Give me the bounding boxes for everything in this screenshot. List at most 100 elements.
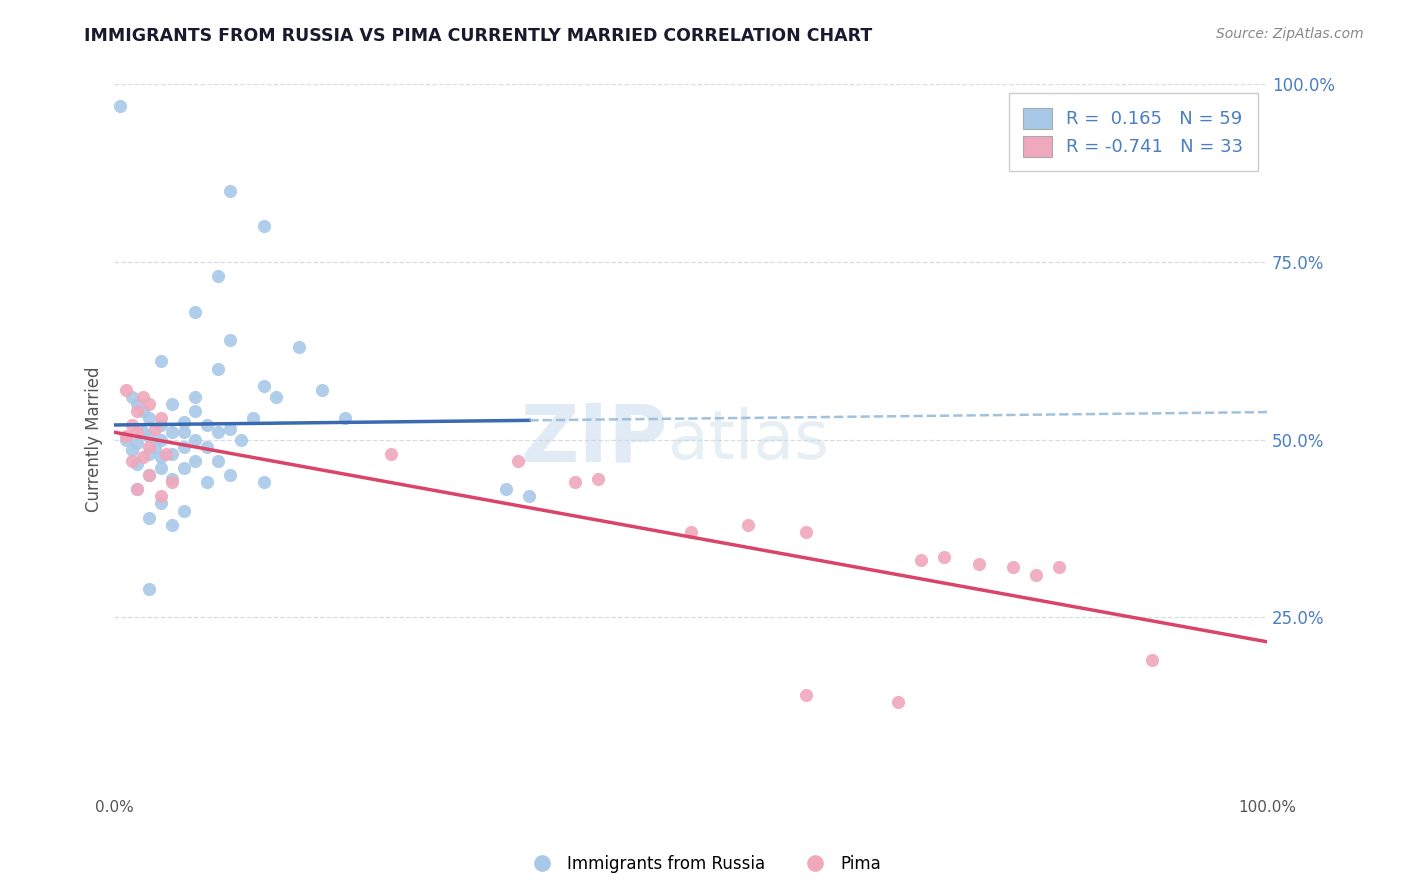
Text: Source: ZipAtlas.com: Source: ZipAtlas.com bbox=[1216, 27, 1364, 41]
Point bbox=[253, 219, 276, 234]
Point bbox=[173, 440, 195, 454]
Point bbox=[218, 422, 240, 436]
Point bbox=[138, 510, 160, 524]
Point bbox=[218, 468, 240, 483]
Point bbox=[288, 340, 311, 354]
Point bbox=[311, 383, 333, 397]
Point bbox=[127, 425, 149, 440]
Point bbox=[794, 688, 817, 702]
Point bbox=[1140, 653, 1163, 667]
Point bbox=[121, 454, 143, 468]
Point bbox=[1002, 560, 1025, 574]
Point bbox=[794, 524, 817, 539]
Point bbox=[138, 447, 160, 461]
Point bbox=[149, 450, 172, 465]
Point bbox=[517, 489, 540, 503]
Point bbox=[195, 475, 218, 490]
Point bbox=[1025, 567, 1047, 582]
Y-axis label: Currently Married: Currently Married bbox=[86, 367, 103, 512]
Point bbox=[195, 418, 218, 433]
Point bbox=[143, 422, 166, 436]
Point bbox=[132, 390, 155, 404]
Point bbox=[149, 496, 172, 510]
Point bbox=[737, 517, 759, 532]
Point bbox=[564, 475, 586, 490]
Point bbox=[138, 397, 160, 411]
Point bbox=[218, 184, 240, 198]
Legend: R =  0.165   N = 59, R = -0.741   N = 33: R = 0.165 N = 59, R = -0.741 N = 33 bbox=[1008, 94, 1258, 171]
Point bbox=[155, 447, 177, 461]
Point bbox=[160, 472, 183, 486]
Point bbox=[184, 454, 207, 468]
Point bbox=[121, 418, 143, 433]
Point bbox=[108, 99, 131, 113]
Point bbox=[127, 397, 149, 411]
Point bbox=[160, 397, 183, 411]
Point bbox=[138, 468, 160, 483]
Point bbox=[679, 524, 702, 539]
Point bbox=[127, 483, 149, 497]
Point bbox=[967, 557, 990, 571]
Point bbox=[184, 304, 207, 318]
Point bbox=[588, 472, 610, 486]
Point bbox=[218, 333, 240, 347]
Point bbox=[264, 390, 287, 404]
Point bbox=[207, 361, 229, 376]
Point bbox=[173, 425, 195, 440]
Point bbox=[887, 695, 910, 709]
Point bbox=[127, 458, 149, 472]
Point bbox=[149, 461, 172, 475]
Point bbox=[160, 447, 183, 461]
Point bbox=[173, 415, 195, 429]
Point bbox=[242, 411, 264, 425]
Point bbox=[138, 468, 160, 483]
Point bbox=[127, 404, 149, 418]
Point bbox=[132, 450, 155, 465]
Point bbox=[934, 549, 956, 564]
Point bbox=[253, 379, 276, 393]
Point bbox=[160, 517, 183, 532]
Point bbox=[207, 454, 229, 468]
Point bbox=[127, 483, 149, 497]
Point bbox=[207, 425, 229, 440]
Point bbox=[115, 433, 138, 447]
Text: IMMIGRANTS FROM RUSSIA VS PIMA CURRENTLY MARRIED CORRELATION CHART: IMMIGRANTS FROM RUSSIA VS PIMA CURRENTLY… bbox=[84, 27, 873, 45]
Point bbox=[149, 433, 172, 447]
Point bbox=[115, 383, 138, 397]
Text: ZIP: ZIP bbox=[520, 401, 668, 479]
Point bbox=[1049, 560, 1071, 574]
Point bbox=[160, 475, 183, 490]
Point bbox=[143, 440, 166, 454]
Point bbox=[173, 503, 195, 517]
Point bbox=[184, 404, 207, 418]
Point bbox=[132, 425, 155, 440]
Point bbox=[184, 390, 207, 404]
Point bbox=[231, 433, 253, 447]
Point bbox=[506, 454, 529, 468]
Point bbox=[149, 411, 172, 425]
Point bbox=[910, 553, 932, 567]
Point bbox=[253, 475, 276, 490]
Text: atlas: atlas bbox=[668, 407, 828, 473]
Point bbox=[115, 429, 138, 443]
Point bbox=[160, 425, 183, 440]
Point bbox=[127, 436, 149, 450]
Point bbox=[333, 411, 356, 425]
Point bbox=[184, 433, 207, 447]
Point bbox=[149, 418, 172, 433]
Point bbox=[121, 390, 143, 404]
Point bbox=[149, 354, 172, 368]
Point bbox=[173, 461, 195, 475]
Point bbox=[138, 440, 160, 454]
Point bbox=[138, 429, 160, 443]
Legend: Immigrants from Russia, Pima: Immigrants from Russia, Pima bbox=[519, 848, 887, 880]
Point bbox=[138, 582, 160, 596]
Point bbox=[121, 443, 143, 458]
Point bbox=[207, 269, 229, 284]
Point bbox=[195, 440, 218, 454]
Point bbox=[149, 489, 172, 503]
Point bbox=[138, 411, 160, 425]
Point bbox=[380, 447, 402, 461]
Point bbox=[132, 404, 155, 418]
Point bbox=[495, 483, 517, 497]
